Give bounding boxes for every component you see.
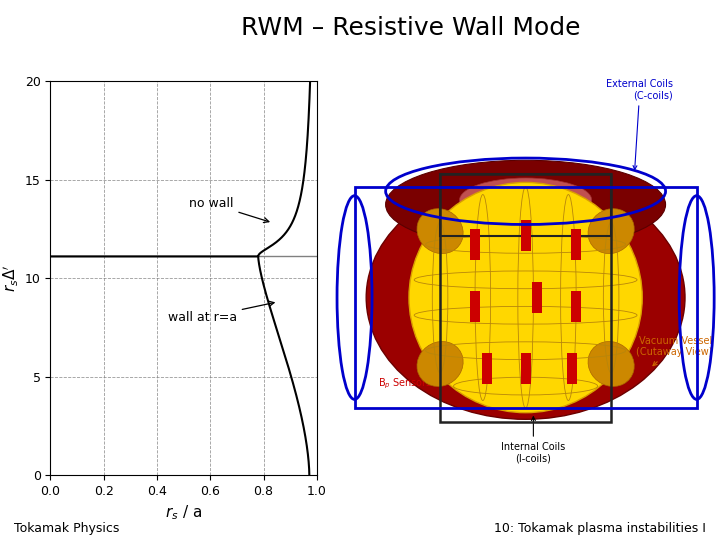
Text: External Coils
(C-coils): External Coils (C-coils) bbox=[606, 79, 673, 170]
Bar bbox=[571, 291, 581, 322]
Ellipse shape bbox=[409, 183, 642, 413]
Text: 10: Tokamak plasma instabilities I: 10: Tokamak plasma instabilities I bbox=[494, 522, 706, 535]
Text: no wall: no wall bbox=[189, 197, 269, 222]
Ellipse shape bbox=[588, 208, 634, 254]
Text: RWM – Resistive Wall Mode: RWM – Resistive Wall Mode bbox=[240, 16, 580, 40]
Y-axis label: $r_s \Delta^\prime$: $r_s \Delta^\prime$ bbox=[1, 264, 21, 292]
Text: B$_p$ Sensors: B$_p$ Sensors bbox=[378, 360, 483, 391]
Bar bbox=[521, 220, 531, 251]
Bar bbox=[470, 291, 480, 322]
Bar bbox=[482, 353, 492, 384]
Ellipse shape bbox=[386, 160, 665, 249]
Ellipse shape bbox=[588, 341, 634, 387]
Bar bbox=[521, 353, 531, 384]
Text: wall at r=a: wall at r=a bbox=[168, 301, 274, 325]
Bar bbox=[470, 229, 480, 260]
Ellipse shape bbox=[417, 208, 463, 254]
X-axis label: $r_s$ / a: $r_s$ / a bbox=[165, 503, 202, 522]
Text: Tokamak Physics: Tokamak Physics bbox=[14, 522, 120, 535]
Ellipse shape bbox=[459, 178, 592, 222]
Text: Internal Coils
(I-coils): Internal Coils (I-coils) bbox=[501, 417, 565, 463]
Text: Vacuum Vessel
(Cutaway View): Vacuum Vessel (Cutaway View) bbox=[636, 335, 712, 366]
Ellipse shape bbox=[366, 176, 685, 419]
Ellipse shape bbox=[417, 341, 463, 387]
Bar bbox=[532, 282, 542, 313]
Bar bbox=[567, 353, 577, 384]
Bar bbox=[571, 229, 581, 260]
